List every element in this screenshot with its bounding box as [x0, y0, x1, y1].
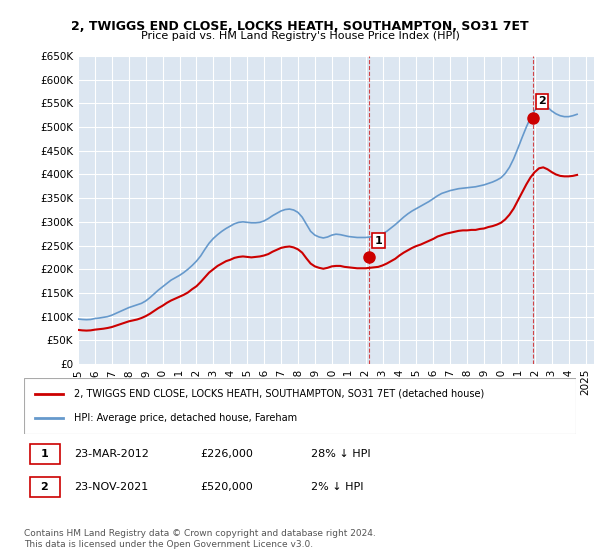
Text: 23-NOV-2021: 23-NOV-2021: [74, 482, 148, 492]
Text: 2: 2: [41, 482, 48, 492]
Text: 2: 2: [538, 96, 546, 106]
Text: HPI: Average price, detached house, Fareham: HPI: Average price, detached house, Fare…: [74, 413, 297, 423]
Text: 1: 1: [374, 236, 382, 246]
Text: 23-MAR-2012: 23-MAR-2012: [74, 449, 149, 459]
Text: 2, TWIGGS END CLOSE, LOCKS HEATH, SOUTHAMPTON, SO31 7ET (detached house): 2, TWIGGS END CLOSE, LOCKS HEATH, SOUTHA…: [74, 389, 484, 399]
Text: £520,000: £520,000: [200, 482, 253, 492]
Text: Price paid vs. HM Land Registry's House Price Index (HPI): Price paid vs. HM Land Registry's House …: [140, 31, 460, 41]
FancyBboxPatch shape: [24, 378, 576, 434]
Text: 1: 1: [41, 449, 48, 459]
Text: Contains HM Land Registry data © Crown copyright and database right 2024.
This d: Contains HM Land Registry data © Crown c…: [24, 529, 376, 549]
Text: 28% ↓ HPI: 28% ↓ HPI: [311, 449, 371, 459]
FancyBboxPatch shape: [29, 444, 60, 464]
FancyBboxPatch shape: [29, 477, 60, 497]
Text: 2% ↓ HPI: 2% ↓ HPI: [311, 482, 364, 492]
Text: £226,000: £226,000: [200, 449, 254, 459]
Text: 2, TWIGGS END CLOSE, LOCKS HEATH, SOUTHAMPTON, SO31 7ET: 2, TWIGGS END CLOSE, LOCKS HEATH, SOUTHA…: [71, 20, 529, 32]
